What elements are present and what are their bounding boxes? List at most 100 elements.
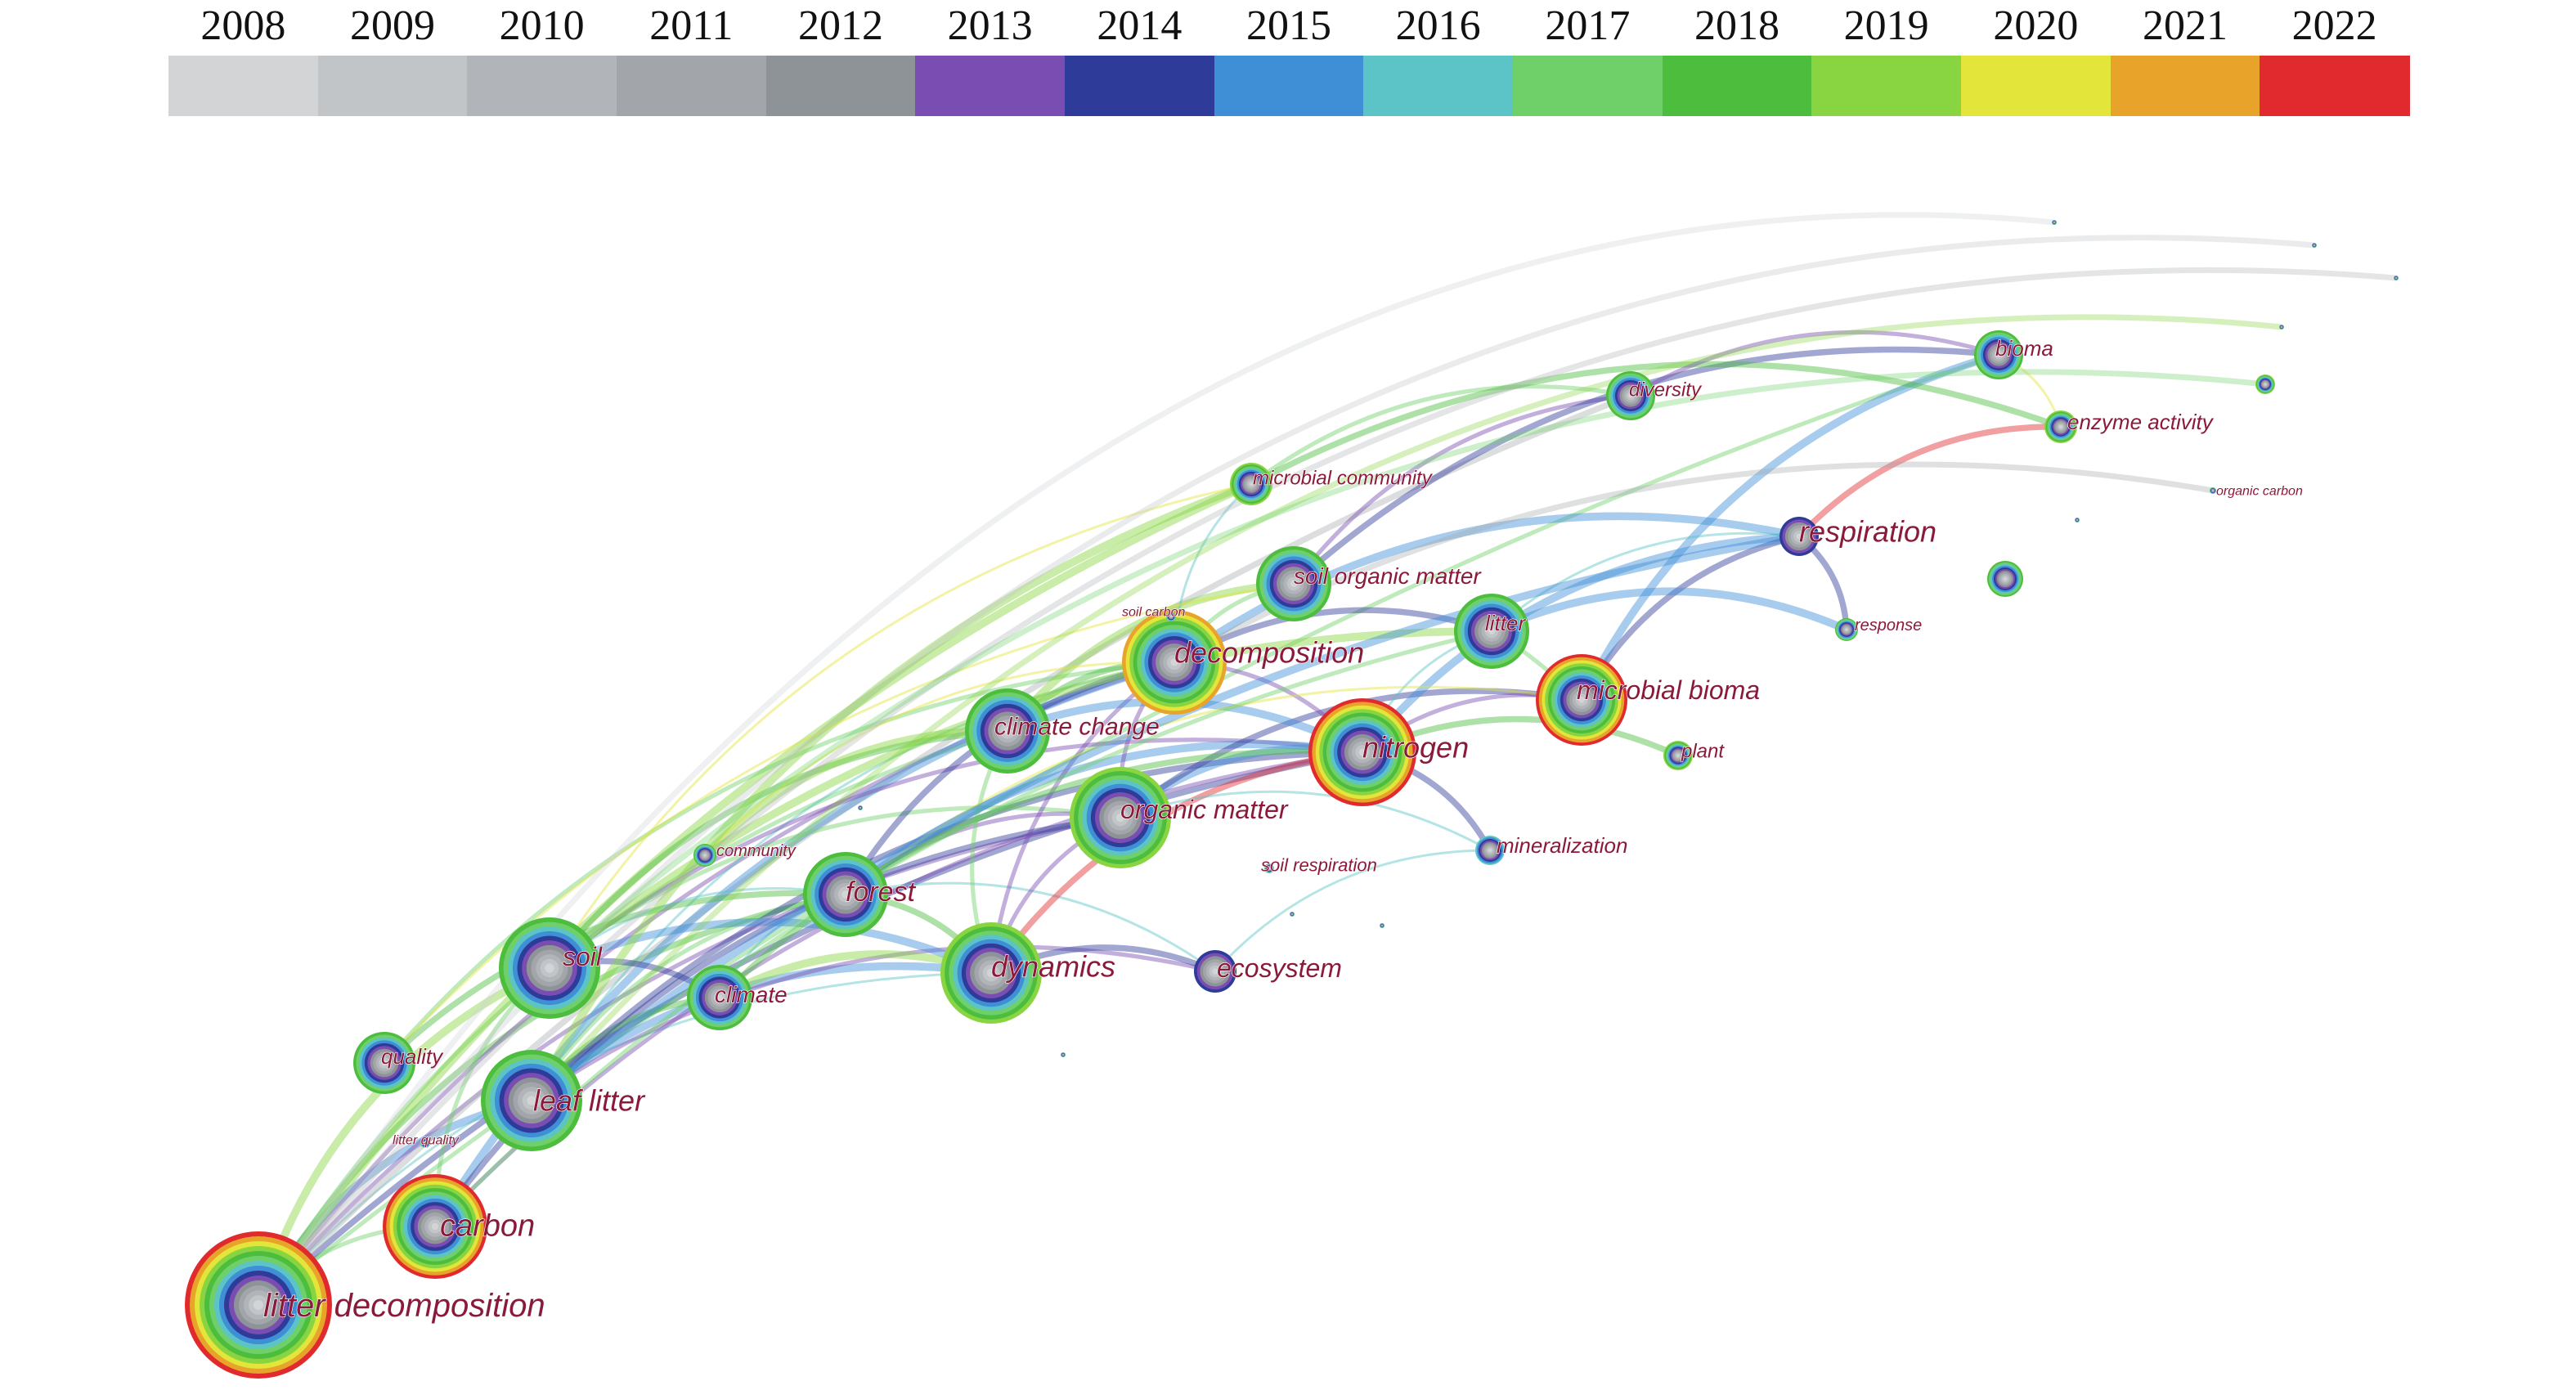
link-carbon-organic-matter [432, 814, 1124, 1230]
label-organic-carbon: organic carbon [2216, 485, 2303, 499]
link-quality-forest [381, 890, 849, 1066]
link-leaf-litter-forest [529, 892, 848, 1103]
link-diversity-bioma [1628, 330, 2001, 398]
minor-node-5 [2279, 325, 2284, 330]
label-respiration: respiration [1799, 515, 1936, 549]
link-quality-soil-organic-matter [383, 582, 1295, 1065]
link-forest-microbial-bioma [844, 685, 1583, 896]
link-leaf-litter-nitrogen [528, 749, 1366, 1104]
node-soil-organic-matter [1256, 546, 1331, 621]
link-climate-nitrogen [716, 747, 1366, 1001]
label-soil-respiration: soil respiration [1261, 855, 1377, 876]
node-litter-quality [420, 1138, 430, 1148]
node-carbon [383, 1174, 487, 1279]
node-forest-ring-0 [841, 890, 850, 899]
minor-node-3 [2312, 243, 2317, 248]
node-climate [687, 965, 752, 1030]
legend-swatch-2008 [168, 56, 319, 116]
legend-year-2012: 2012 [798, 2, 883, 49]
minor-node-6 [2075, 518, 2080, 522]
link-litter-decomposition-forest [255, 891, 849, 1308]
node-diversity [1606, 371, 1655, 420]
minor-node-10-ring-0 [1062, 1054, 1064, 1056]
node-nitrogen-ring-0 [1358, 748, 1367, 756]
link-litter-response [1488, 587, 1851, 635]
node-plant-ring-0 [1676, 754, 1680, 757]
label-response: response [1855, 617, 1922, 634]
node-organic-matter-ring-0 [1115, 813, 1125, 823]
link-microbial-bioma-bioma [1577, 351, 2003, 704]
legend-swatch-2014 [1065, 56, 1215, 116]
node-soil [499, 917, 600, 1019]
legend-year-2019: 2019 [1843, 2, 1929, 49]
legend-swatch-2022 [2260, 56, 2410, 116]
legend-year-2021: 2021 [2143, 2, 2228, 49]
label-dynamics: dynamics [991, 950, 1115, 984]
label-soil: soil [563, 942, 603, 971]
node-respiration [1779, 517, 1819, 556]
node-quality-ring-0 [381, 1060, 388, 1066]
label-organic-matter: organic matter [1120, 795, 1289, 824]
link-soil-dynamics [545, 917, 995, 977]
legend-year-2022: 2022 [2291, 2, 2377, 49]
minor-node-9 [1380, 923, 1384, 928]
node-leaf-litter-ring-0 [527, 1096, 536, 1105]
label-forest: forest [846, 877, 917, 908]
node-climate-change [965, 688, 1050, 773]
node-respiration-ring-0 [1796, 533, 1802, 540]
label-climate: climate [715, 982, 788, 1007]
minor-node-4-ring-0 [2395, 277, 2397, 279]
node-bioma [1974, 330, 2023, 379]
network-labels: litter decomposition carbon leaf litter qua… [263, 336, 2303, 1325]
node-response [1835, 618, 1858, 641]
link-decomposition-respiration [1170, 512, 1803, 666]
legend-swatch-2010 [467, 56, 617, 116]
node-decomposition-ring-0 [1170, 658, 1178, 666]
link-microbial-community-diversity [1249, 384, 1633, 487]
link-forest-ecosystem [844, 881, 1217, 973]
minor-node-3-ring-0 [2313, 244, 2315, 246]
legend-year-2013: 2013 [947, 2, 1033, 49]
link-litter-decomposition-organic-matter [256, 815, 1123, 1307]
minor-node-0 [1987, 561, 2023, 597]
link-soil-climate-change [546, 728, 1011, 971]
minor-node-7 [858, 805, 863, 810]
node-ecosystem [1194, 950, 1236, 993]
minor-node-8-ring-0 [1291, 913, 1293, 915]
minor-node-7-ring-0 [859, 807, 861, 809]
link-litter-decomposition-microbial-community [254, 480, 1255, 1309]
link-faint-5 [547, 369, 2266, 971]
node-community [693, 844, 716, 867]
link-faint-3 [529, 314, 2282, 1103]
node-climate-ring-0 [716, 994, 723, 1001]
label-mineralization: mineralization [1497, 833, 1627, 858]
node-climate-change-ring-0 [1003, 727, 1012, 735]
legend-swatch-2017 [1513, 56, 1663, 116]
node-diversity-ring-0 [1628, 393, 1633, 398]
legend-swatch-2013 [915, 56, 1066, 116]
node-mineralization-ring-0 [1488, 849, 1492, 852]
node-soil-ring-0 [545, 963, 554, 973]
link-faint-1 [256, 235, 2315, 1307]
legend-swatch-2019 [1811, 56, 1962, 116]
minor-node-1 [2255, 374, 2275, 394]
minor-node-0-ring-0 [2004, 577, 2007, 581]
label-community: community [716, 842, 797, 860]
minor-node-4 [2394, 276, 2399, 280]
node-mineralization [1475, 836, 1505, 865]
link-leaf-litter-microbial-community [527, 480, 1255, 1105]
label-litter-quality: litter quality [393, 1134, 460, 1148]
node-litter-ring-0 [1488, 627, 1496, 635]
node-litter [1454, 594, 1529, 669]
year-color-legend: 2008 2009 2010 2011 2012 2013 2014 2015 2016 2017… [168, 0, 2410, 123]
link-microbial-community-enzyme-activity [1248, 361, 2064, 487]
node-litter-decomposition-ring-0 [254, 1300, 263, 1310]
node-dynamics-ring-0 [986, 968, 996, 978]
label-carbon: carbon [440, 1208, 535, 1243]
node-soil-organic-matter-ring-0 [1290, 580, 1298, 588]
legend-year-2011: 2011 [649, 2, 734, 49]
node-soil-carbon-ring-0 [1170, 616, 1172, 617]
network-nodes [185, 220, 2399, 1379]
link-litter-decomposition-nitrogen [255, 749, 1366, 1308]
